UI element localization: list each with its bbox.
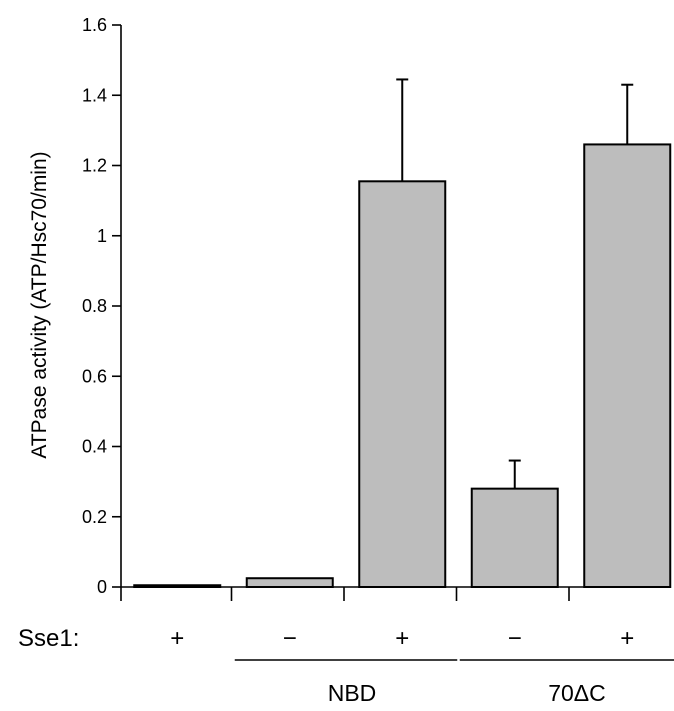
sse1-row-label: Sse1: [18,625,79,652]
y-tick-label: 0.8 [82,296,107,316]
y-tick-label: 1.4 [82,85,107,105]
x-tick-label: + [395,625,409,652]
x-tick-labels: + − + − + [170,625,634,652]
axes: 0 0.2 0.4 0.6 0.8 1 1.2 1.4 1.6 [82,15,670,601]
y-tick-label: 0.4 [82,437,107,457]
y-axis-title: ATPase activity (ATP/Hsc70/min) [28,151,51,458]
y-tick-label: 1.6 [82,15,107,35]
error-bars [396,78,634,489]
y-tick-label: 0.6 [82,366,107,386]
x-tick-label: − [508,625,522,652]
group-labels: NBD 70ΔC [234,659,674,706]
bar [470,487,559,588]
y-tick-label: 1 [97,226,107,246]
bar [358,180,447,588]
y-tick-label: 1.2 [82,156,107,176]
y-tick-label: 0 [97,577,107,597]
bar [133,584,222,589]
group-label: NBD [328,680,377,706]
x-tick-label: + [170,625,184,652]
bar [583,143,672,589]
x-tick-label: − [283,625,297,652]
bars [133,143,672,589]
y-tick-label: 0.2 [82,507,107,527]
x-tick-label: + [620,625,634,652]
group-label: 70ΔC [548,680,606,706]
bar [245,577,334,588]
